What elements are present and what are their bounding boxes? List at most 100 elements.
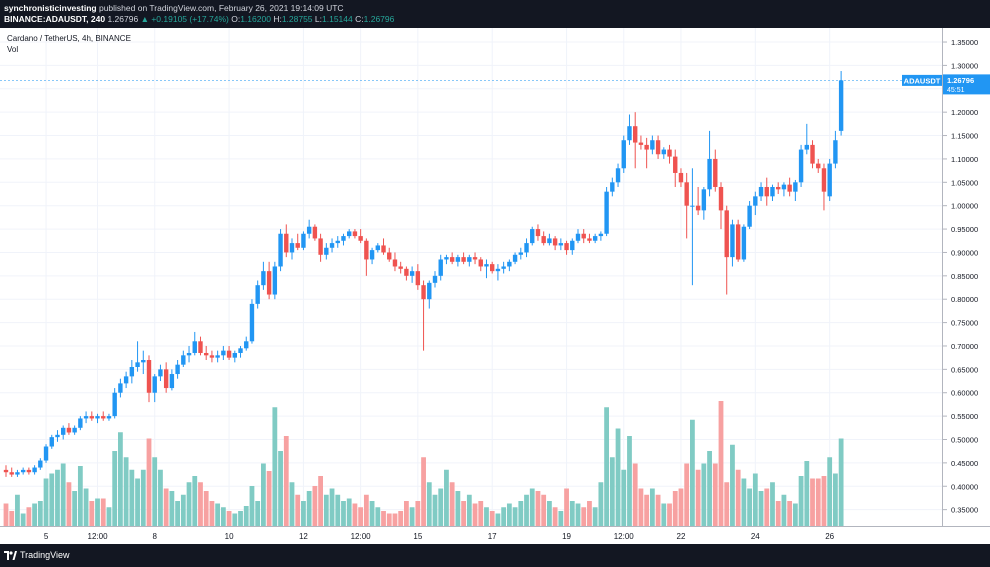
candle-body	[141, 360, 146, 363]
candle-body	[221, 350, 226, 356]
y-tick-label: 0.75000	[951, 319, 978, 328]
candle-body	[43, 446, 49, 461]
volume-bar	[169, 491, 175, 526]
candle-body	[638, 142, 644, 145]
candle-body	[718, 186, 724, 211]
candle-body	[421, 285, 426, 300]
volume-bar	[186, 482, 192, 526]
candle-body	[61, 427, 66, 435]
candle-body	[129, 367, 135, 377]
symbol-tag	[902, 74, 942, 86]
volume-bar	[529, 488, 535, 526]
candle-body	[20, 469, 26, 473]
candle-body	[192, 341, 197, 353]
chart-plot-area[interactable]: ADAUSDT	[0, 28, 942, 526]
time-axis[interactable]: 5 12:00 8 10 12 12:00 15 17 19 12:00 22 24 26	[0, 526, 990, 545]
x-tick-label: 12:00	[88, 532, 109, 541]
candle-body	[415, 271, 421, 286]
candle-body	[175, 364, 180, 375]
candle-body	[524, 243, 529, 253]
candle-body	[261, 271, 266, 286]
header-bar: synchronisticinvesting published on Trad…	[0, 0, 990, 28]
volume-bar	[827, 457, 833, 526]
candle-body	[295, 243, 300, 248]
x-tick-label: 12	[299, 532, 308, 541]
y-tick-label: 0.60000	[951, 389, 978, 398]
volume-bar	[518, 501, 524, 526]
candle-body	[72, 427, 77, 433]
volume-bar	[695, 469, 701, 526]
volume-bar	[787, 501, 793, 526]
volume-bar	[478, 501, 484, 526]
volume-bar	[541, 494, 547, 526]
volume-bar	[306, 491, 312, 526]
price-axis[interactable]: 1.350001.300001.250001.200001.150001.100…	[942, 28, 990, 526]
volume-bar	[49, 473, 55, 526]
volume-bar	[180, 494, 186, 526]
volume-bar	[724, 482, 730, 526]
tradingview-logo-icon	[4, 551, 17, 560]
candle-body	[398, 266, 403, 269]
candle-body	[369, 250, 375, 260]
volume-bar	[730, 444, 735, 526]
y-tick-label: 1.30000	[951, 61, 978, 70]
volume-bar	[426, 482, 432, 526]
volume-bar	[501, 507, 507, 526]
symbol-tag-label: ADAUSDT	[904, 76, 941, 85]
candle-body	[26, 469, 32, 473]
volume-bar	[690, 419, 695, 526]
candle-body	[15, 472, 20, 475]
volume-bar	[752, 473, 758, 526]
candlestick-chart[interactable]: ADAUSDT	[0, 28, 942, 526]
y-tick-label: 1.05000	[951, 178, 978, 187]
tradingview-brand[interactable]: TradingView	[20, 550, 70, 560]
candle-body	[816, 163, 821, 169]
volume-bar	[707, 451, 712, 526]
candle-body	[661, 149, 666, 155]
y-tick-label: 1.35000	[951, 38, 978, 47]
candle-body	[55, 434, 60, 438]
candle-body	[49, 437, 54, 447]
volume-bar	[735, 469, 741, 526]
candle-body	[770, 186, 775, 197]
candle-body	[347, 231, 352, 237]
candle-body	[827, 163, 832, 197]
candle-body	[530, 229, 535, 244]
volume-bar	[472, 503, 478, 526]
x-tick-label: 26	[825, 532, 834, 541]
publisher-name[interactable]: synchronisticinvesting	[4, 3, 97, 13]
y-tick-label: 0.55000	[951, 412, 978, 421]
volume-bar	[810, 478, 815, 526]
candle-body	[226, 350, 232, 358]
volume-bar	[215, 503, 221, 526]
volume-bar	[163, 488, 169, 526]
candle-body	[3, 469, 9, 473]
symbol-line: BINANCE:ADAUSDT, 240 1.26796 ▲ +0.19105 …	[4, 14, 394, 25]
candle-body	[484, 264, 489, 267]
volume-bar	[838, 438, 844, 526]
candle-body	[89, 416, 94, 419]
volume-bar	[655, 494, 661, 526]
candle-body	[684, 182, 689, 206]
volume-bar	[604, 407, 609, 526]
candle-body	[181, 355, 186, 365]
candle-body	[478, 259, 483, 267]
volume-bar	[758, 491, 764, 526]
volume-bar	[20, 513, 26, 526]
candle-body	[798, 149, 804, 183]
volume-bar	[558, 511, 564, 526]
volume-bar	[587, 501, 592, 526]
candle-body	[312, 226, 318, 239]
volume-bar	[83, 488, 89, 526]
candle-body	[644, 144, 649, 150]
candle-body	[78, 418, 83, 428]
volume-bar	[32, 503, 37, 526]
candle-body	[507, 261, 512, 267]
volume-bar	[552, 507, 558, 526]
candle-body	[272, 266, 278, 295]
volume-bar	[238, 511, 243, 526]
volume-bar	[318, 476, 323, 526]
x-tick-label: 17	[488, 532, 497, 541]
candle-body	[535, 229, 541, 237]
volume-bar	[261, 463, 266, 526]
